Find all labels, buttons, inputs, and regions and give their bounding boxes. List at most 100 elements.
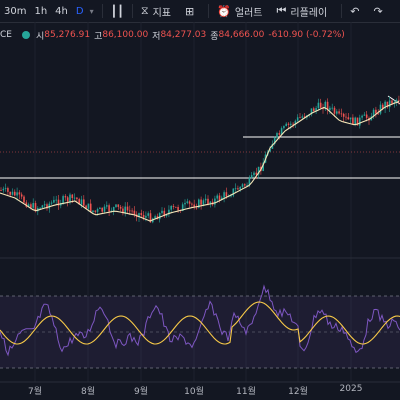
- candle-body: [110, 210, 113, 212]
- candle-body: [372, 109, 375, 117]
- candle-body: [186, 201, 189, 203]
- candle-body: [149, 213, 152, 223]
- candle-body: [255, 172, 258, 175]
- timeframe-4h[interactable]: 4h: [55, 5, 68, 17]
- candle-body: [241, 184, 244, 187]
- candle-body: [158, 213, 161, 220]
- candle-body: [280, 128, 283, 135]
- candle-body: [154, 216, 156, 219]
- indicators-button[interactable]: ⧖ 지표: [141, 4, 171, 19]
- candle-body: [230, 195, 232, 197]
- candle-body: [216, 195, 218, 199]
- candle-body: [204, 198, 207, 201]
- candle-body: [94, 210, 97, 212]
- candle-body: [30, 204, 32, 208]
- candle-body: [342, 113, 345, 117]
- candle-body: [218, 195, 221, 200]
- rsi-ma-line: [0, 301, 400, 345]
- candle-body: [313, 108, 315, 112]
- candle-body: [53, 199, 55, 203]
- candle-body: [163, 210, 166, 216]
- candle-body: [193, 204, 195, 208]
- candle-body: [338, 111, 340, 114]
- moving-average-line: [0, 100, 400, 222]
- symbol-legend: CE 시 85,276.91 고 86,100.00 저 84,277.03 종…: [0, 27, 349, 43]
- candle-body: [336, 111, 338, 114]
- layout-button[interactable]: ⊞: [185, 5, 194, 18]
- candle-body: [384, 101, 386, 109]
- open-label: 시: [35, 31, 45, 42]
- candle-body: [131, 210, 133, 212]
- candle-body: [276, 133, 278, 138]
- replay-icon: ⏮: [276, 4, 287, 17]
- candle-body: [296, 117, 299, 121]
- candle-body: [221, 197, 223, 200]
- symbol-name[interactable]: CE: [0, 30, 12, 40]
- candle-body: [85, 205, 87, 209]
- candle-body: [43, 204, 46, 206]
- candle-body: [89, 203, 92, 212]
- candle-body: [168, 209, 170, 215]
- candle-body: [34, 203, 37, 212]
- candle-body: [18, 192, 21, 195]
- candle-body: [46, 204, 48, 209]
- timeframe-dropdown-icon[interactable]: ▾: [89, 6, 94, 16]
- candle-body: [124, 206, 126, 214]
- candle-body: [32, 203, 34, 208]
- candle-body: [223, 192, 225, 198]
- candle-body: [2, 188, 5, 191]
- candle-body: [234, 188, 237, 190]
- candle-body: [175, 206, 177, 208]
- candle-body: [299, 117, 301, 119]
- timeframe-30m[interactable]: 30m: [4, 5, 27, 17]
- candle-body: [324, 101, 327, 110]
- candle-body: [133, 210, 136, 215]
- candle-body: [340, 113, 343, 115]
- candle-body: [310, 108, 313, 115]
- month-label: 2025: [339, 384, 363, 394]
- candle-body: [117, 204, 120, 207]
- candle-body: [62, 196, 64, 204]
- low-label: 저: [152, 31, 161, 42]
- indicators-label: 지표: [152, 7, 171, 19]
- timeframe-1h[interactable]: 1h: [34, 5, 48, 17]
- toolbar-separator: [131, 4, 133, 18]
- candle-body: [347, 117, 350, 120]
- candle-body: [379, 104, 382, 114]
- replay-button[interactable]: ⏮ 리플레이: [277, 4, 328, 19]
- month-label: 8월: [80, 387, 96, 397]
- undo-button[interactable]: ↶: [350, 5, 359, 18]
- candle-body: [273, 137, 276, 144]
- candle-body: [262, 162, 264, 172]
- candle-body: [4, 188, 7, 189]
- alarm-clock-icon: ⏰: [217, 4, 231, 18]
- candle-body: [246, 184, 248, 186]
- chart-grid: [34, 22, 352, 382]
- candle-body: [78, 199, 80, 205]
- redo-button[interactable]: ↷: [373, 5, 382, 18]
- candle-body: [354, 117, 356, 125]
- candle-body: [239, 186, 241, 190]
- candle-body: [391, 100, 393, 104]
- candle-body: [92, 210, 94, 212]
- candle-body: [55, 199, 57, 201]
- candle-body: [333, 107, 336, 114]
- candle-body: [69, 194, 71, 202]
- candle-body: [73, 197, 76, 199]
- toolbar-separator: [101, 4, 103, 18]
- candle-body: [386, 101, 389, 108]
- candle-body: [119, 206, 122, 209]
- candle-body: [237, 188, 239, 190]
- candle-body: [11, 191, 14, 195]
- candle-body: [269, 148, 271, 152]
- candle-body: [41, 205, 44, 208]
- candle-body: [195, 207, 198, 209]
- timeframe-d[interactable]: D: [75, 5, 84, 17]
- candle-body: [64, 196, 67, 198]
- candle-body: [25, 202, 28, 207]
- candle-body: [271, 143, 274, 149]
- chart-type-button[interactable]: ┃┃: [111, 5, 124, 18]
- alert-button[interactable]: ⏰ 얼러트: [217, 4, 262, 19]
- candle-body: [198, 199, 200, 208]
